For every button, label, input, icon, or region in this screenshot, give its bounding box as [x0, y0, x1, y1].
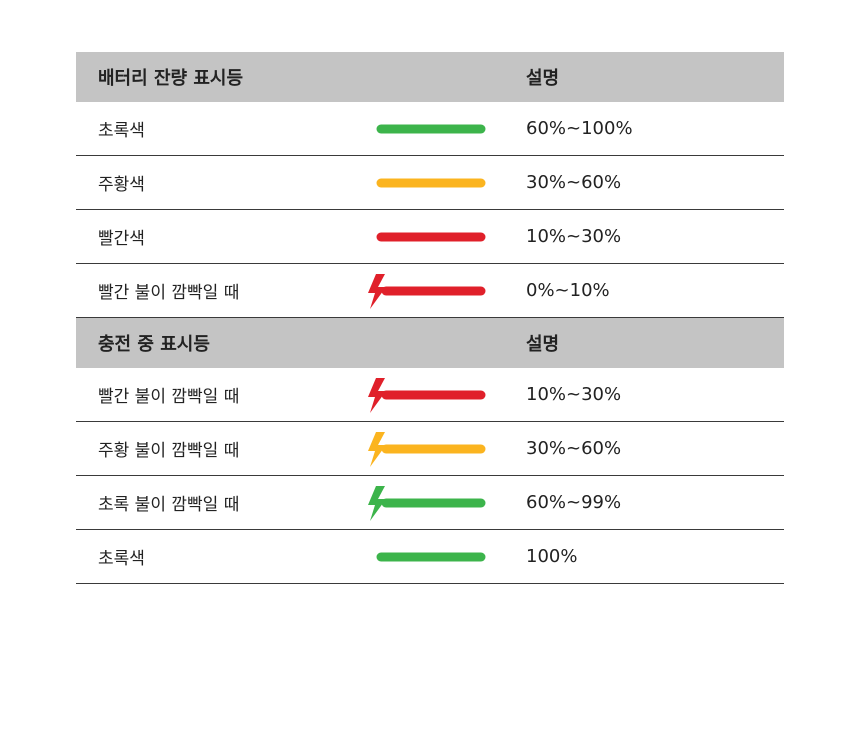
- indicator-bar: [364, 422, 488, 475]
- lightning-bolt-icon: [368, 274, 386, 309]
- charging-row-label: 빨간 불이 깜빡일 때: [98, 387, 240, 407]
- battery-row-desc: 10%~30%: [526, 226, 622, 247]
- battery-row: 빨간색 10%~30%: [76, 210, 784, 264]
- charging-row-label: 주황 불이 깜빡일 때: [98, 441, 240, 461]
- battery-row: 주황색 30%~60%: [76, 156, 784, 210]
- indicator-bar: [364, 368, 488, 421]
- indicator-svg: [368, 486, 486, 521]
- battery-row: 초록색 60%~100%: [76, 102, 784, 156]
- battery-row-label: 빨간색: [98, 229, 145, 249]
- lightning-bolt-icon: [368, 486, 386, 521]
- battery-row-desc: 30%~60%: [526, 172, 622, 193]
- indicator-bar: [364, 156, 488, 209]
- battery-row: 빨간 불이 깜빡일 때 0%~10%: [76, 264, 784, 318]
- battery-header-label: 배터리 잔량 표시등: [98, 68, 244, 89]
- lightning-bolt-icon: [368, 432, 386, 467]
- indicator-svg: [368, 378, 486, 413]
- charging-row-label: 초록 불이 깜빡일 때: [98, 495, 240, 515]
- indicator-svg: [368, 432, 486, 467]
- charging-row: 초록색 100%: [76, 530, 784, 584]
- indicator-svg: [376, 124, 486, 134]
- lightning-bolt-icon: [368, 378, 386, 413]
- indicator-table: 배터리 잔량 표시등 설명 초록색 60%~100% 주황색 30%~60% 빨…: [76, 52, 784, 584]
- indicator-bar: [364, 530, 488, 583]
- indicator-svg: [376, 178, 486, 188]
- indicator-svg: [376, 232, 486, 242]
- charging-row-label: 초록색: [98, 549, 145, 569]
- charging-row-desc: 30%~60%: [526, 438, 622, 459]
- charging-row-desc: 60%~99%: [526, 492, 622, 513]
- indicator-bar: [364, 102, 488, 155]
- indicator-bar: [364, 264, 488, 317]
- battery-row-desc: 0%~10%: [526, 280, 610, 301]
- charging-header-label: 충전 중 표시등: [98, 334, 210, 355]
- charging-header-row: 충전 중 표시등 설명: [76, 318, 784, 368]
- battery-row-desc: 60%~100%: [526, 118, 633, 139]
- battery-row-label: 빨간 불이 깜빡일 때: [98, 283, 240, 303]
- charging-row: 초록 불이 깜빡일 때 60%~99%: [76, 476, 784, 530]
- indicator-svg: [368, 274, 486, 309]
- charging-row: 빨간 불이 깜빡일 때 10%~30%: [76, 368, 784, 422]
- charging-row-desc: 10%~30%: [526, 384, 622, 405]
- battery-header-desc: 설명: [526, 68, 560, 89]
- indicator-bar: [364, 476, 488, 529]
- charging-header-desc: 설명: [526, 334, 560, 355]
- charging-row: 주황 불이 깜빡일 때 30%~60%: [76, 422, 784, 476]
- battery-row-label: 주황색: [98, 175, 145, 195]
- battery-row-label: 초록색: [98, 121, 145, 141]
- indicator-bar: [364, 210, 488, 263]
- indicator-svg: [376, 552, 486, 562]
- charging-row-desc: 100%: [526, 546, 578, 567]
- battery-header-row: 배터리 잔량 표시등 설명: [76, 52, 784, 102]
